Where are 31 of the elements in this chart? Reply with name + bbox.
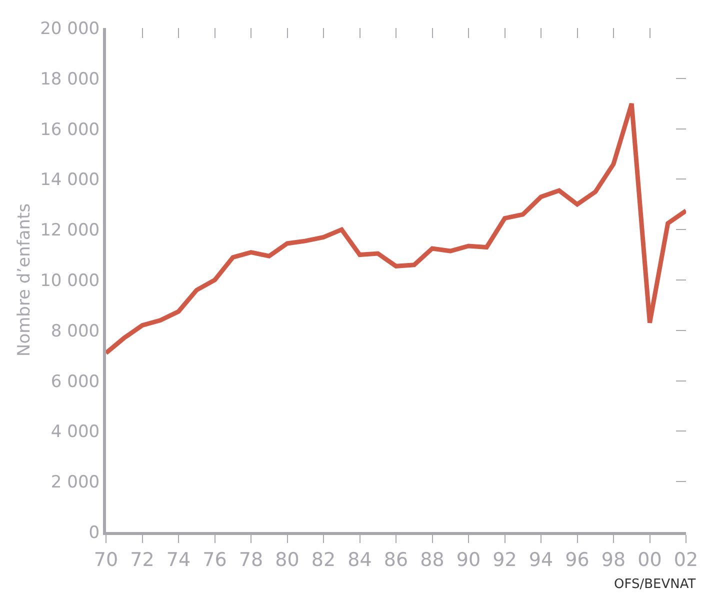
line-series bbox=[106, 101, 686, 356]
x-tick-label: 02 bbox=[674, 548, 698, 571]
y-tick-label: 16 000 bbox=[40, 120, 100, 140]
y-tick-label: 18 000 bbox=[40, 69, 100, 90]
y-tick-label: 4 000 bbox=[50, 422, 100, 442]
y-tick-label: 2 000 bbox=[50, 472, 100, 493]
x-tick-label: 78 bbox=[238, 548, 264, 571]
y-tick-label: 14 000 bbox=[40, 170, 100, 190]
x-tick-label: 98 bbox=[601, 548, 626, 571]
x-tick-label: 70 bbox=[94, 548, 118, 571]
y-tick-label: 20 000 bbox=[40, 18, 100, 39]
y-tick-label: 6 000 bbox=[50, 372, 100, 392]
x-tick-label: 88 bbox=[420, 548, 444, 571]
x-tick-label: 82 bbox=[311, 548, 336, 571]
x-tick-label: 90 bbox=[456, 548, 481, 571]
y-tick-label: 12 000 bbox=[40, 220, 100, 241]
x-tick-label: 72 bbox=[130, 548, 154, 571]
x-tick-label: 76 bbox=[202, 548, 227, 571]
x-tick-label: 00 bbox=[638, 548, 662, 571]
y-tick-label: 8 000 bbox=[50, 321, 100, 342]
y-tick-label: 10 000 bbox=[40, 270, 100, 291]
text: OFS/BEVNAT bbox=[614, 577, 696, 592]
x-tick-label: 94 bbox=[528, 548, 554, 571]
x-tick-label: 96 bbox=[565, 548, 590, 571]
x-tick-label: 86 bbox=[384, 548, 408, 571]
x-tick-label: 80 bbox=[275, 548, 300, 571]
x-tick-label: 92 bbox=[492, 548, 517, 571]
y-axis-title: Nombre d’enfants bbox=[14, 203, 35, 357]
y-tick-label: 0 bbox=[88, 522, 100, 543]
x-tick-label: 74 bbox=[166, 548, 191, 571]
x-tick-label: 84 bbox=[348, 548, 372, 571]
